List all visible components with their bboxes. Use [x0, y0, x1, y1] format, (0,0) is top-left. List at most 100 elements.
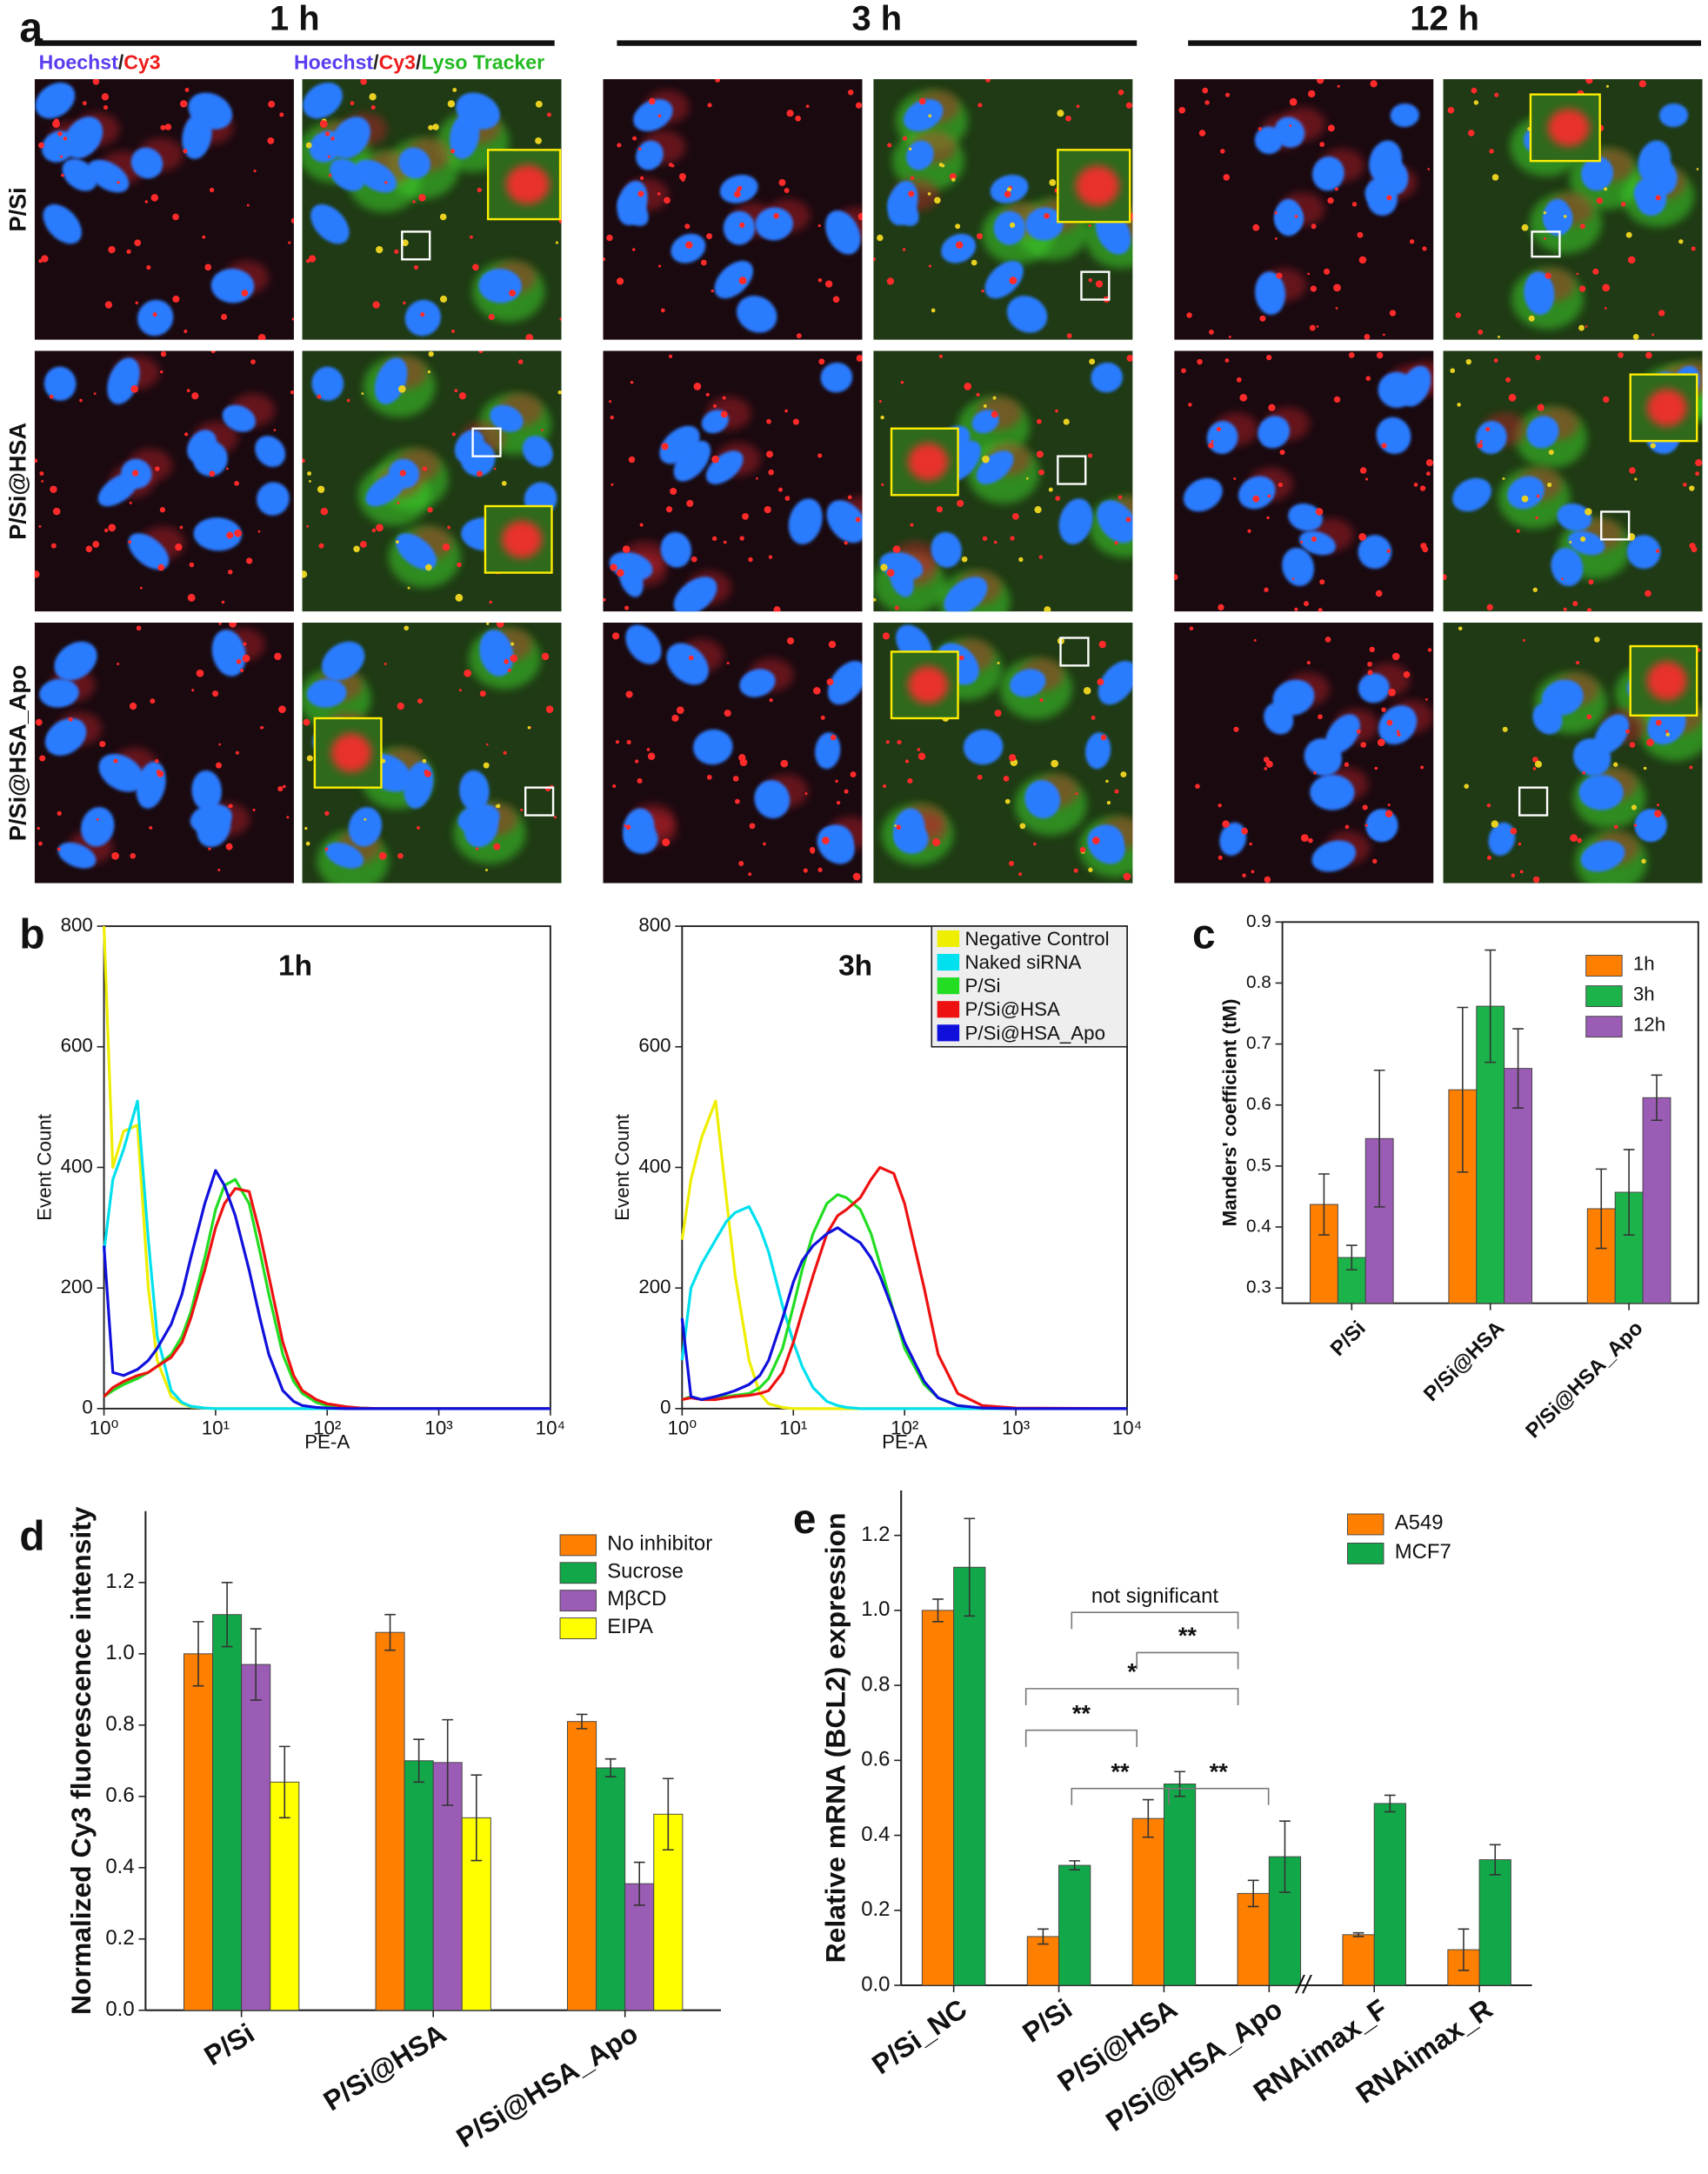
cy3-dot [241, 290, 249, 297]
cy3-dot [873, 257, 876, 262]
y-tick-label: 1.0 [861, 1597, 890, 1621]
nucleus [331, 117, 370, 159]
panel-label: d [19, 1513, 44, 1559]
error-bar [1037, 1928, 1049, 1945]
cy3-dot [259, 726, 264, 730]
cy3-dot [894, 605, 899, 610]
cy3-dot [847, 90, 854, 96]
cy3-dot [1468, 130, 1475, 137]
nucleus [1390, 103, 1419, 128]
nucleus [1025, 207, 1064, 241]
cy3-dot [555, 241, 559, 244]
cy3-dot [451, 432, 456, 437]
cy3-dot [992, 396, 997, 400]
cy3-dot [139, 586, 143, 590]
legend-label: MCF7 [1395, 1540, 1451, 1564]
cy3-dot [688, 655, 694, 661]
nucleus [310, 203, 350, 244]
inset-signal [908, 443, 949, 481]
cy3-dot [330, 137, 335, 141]
cy3-dot [1479, 440, 1483, 443]
cy3-dot [1106, 801, 1111, 805]
nucleus [522, 436, 553, 468]
cy3-dot [685, 241, 693, 249]
cy3-dot [1252, 223, 1260, 231]
cy3-dot [1075, 792, 1078, 796]
cy3-dot [786, 110, 794, 117]
chart-title: 1h [278, 950, 312, 983]
cy3-dot [1218, 803, 1222, 808]
cy3-dot [509, 290, 517, 297]
cy3-dot [1489, 149, 1494, 154]
nucleus [1551, 547, 1584, 587]
cy3-dot [917, 752, 926, 761]
channel-part: Hoechst [39, 51, 118, 74]
error-bar [1318, 1173, 1330, 1236]
x-tick-label: 10² [891, 1417, 918, 1439]
cy3-dot [1358, 533, 1366, 541]
cy3-dot [525, 334, 534, 340]
legend-swatch [937, 1024, 960, 1042]
cy3-dot [470, 235, 473, 239]
nucleus [404, 299, 442, 337]
cy3-dot [136, 625, 142, 631]
cy3-dot [1576, 272, 1579, 276]
cy3-dot [732, 776, 739, 782]
cy3-dot [606, 234, 613, 242]
cy3-dot [668, 163, 673, 167]
nucleus [97, 472, 139, 507]
cy3-dot [1197, 358, 1203, 365]
cy3-dot [253, 169, 257, 173]
cy3-dot [1532, 767, 1537, 770]
cy3-dot [830, 734, 837, 741]
cy3-dot [1091, 837, 1100, 844]
cy3-dot [910, 523, 914, 527]
nucleus [905, 140, 934, 170]
nucleus [617, 195, 649, 226]
cy3-dot [183, 330, 188, 333]
micrograph [603, 622, 863, 884]
cy3-dot [882, 784, 887, 789]
bar [183, 1653, 214, 2011]
cy3-dot [738, 861, 744, 867]
nucleus [1532, 702, 1563, 735]
cy3-dot [1344, 762, 1350, 767]
cy3-dot [274, 652, 282, 661]
cy3-dot [773, 606, 781, 612]
cy3-dot [39, 755, 46, 762]
cy3-dot [164, 123, 172, 130]
cy3-dot [1535, 516, 1538, 520]
error-bar [1595, 1168, 1607, 1250]
cy3-dot [1066, 333, 1072, 339]
cy3-dot [117, 663, 120, 665]
cy3-dot [451, 330, 455, 333]
cy3-dot [1696, 168, 1699, 170]
cy3-dot [1088, 867, 1093, 872]
cy3-dot [958, 655, 964, 661]
cy3-dot [892, 545, 901, 553]
cy3-dot [955, 223, 961, 230]
nucleus [35, 82, 76, 119]
cy3-dot [1658, 310, 1665, 317]
cy3-dot [736, 187, 742, 192]
cy3-dot [768, 555, 773, 559]
nucleus [673, 440, 711, 482]
nucleus [398, 147, 430, 179]
nucleus [43, 203, 82, 244]
cy3-dot [669, 354, 673, 358]
x-tick-label: 10⁰ [667, 1417, 697, 1439]
cy3-dot [734, 798, 740, 804]
cy3-dot [657, 114, 662, 118]
cy3-dot [1239, 393, 1248, 402]
bar [270, 1781, 300, 2011]
cy3-dot [1300, 834, 1309, 843]
cy3-dot [647, 752, 656, 761]
cy3-dot [218, 622, 222, 625]
cy3-dot [1458, 626, 1463, 631]
cy3-dot [111, 851, 120, 860]
cy3-dot [857, 212, 863, 221]
cy3-dot [1654, 810, 1662, 818]
cy3-dot [1502, 477, 1505, 480]
cy3-dot [420, 312, 425, 317]
